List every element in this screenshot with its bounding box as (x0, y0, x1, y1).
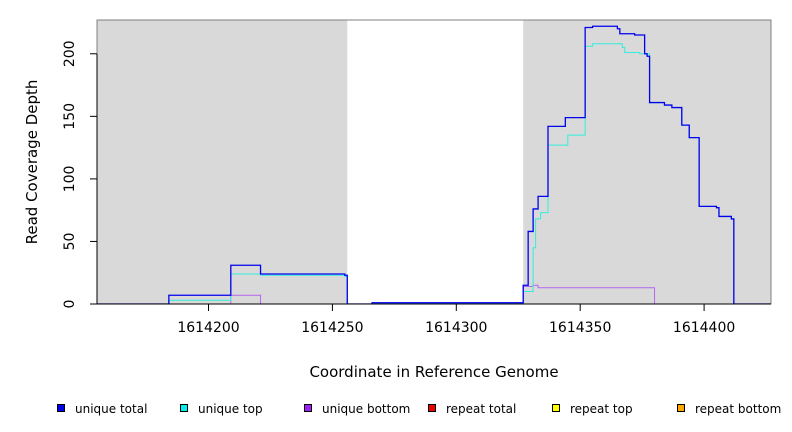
shaded-region-1 (523, 20, 771, 304)
series-unique-bottom (97, 284, 771, 304)
legend-label-repeat-bottom: repeat bottom (695, 402, 781, 416)
series-unique-total (97, 25, 771, 304)
x-tick-label: 1614300 (425, 320, 487, 336)
legend-swatch-unique-total (57, 404, 65, 412)
legend-swatch-unique-bottom (304, 404, 312, 412)
x-tick-label: 1614350 (549, 320, 611, 336)
x-tick-label: 1614400 (673, 320, 735, 336)
x-tick-label: 1614200 (177, 320, 239, 336)
x-axis: 1614200 1614250 1614300 1614350 1614400 (97, 303, 771, 336)
y-tick-label: 50 (62, 233, 78, 251)
y-tick-label: 150 (62, 103, 78, 130)
legend: unique total unique top unique bottom repea… (57, 402, 781, 416)
legend-swatch-repeat-bottom (677, 404, 685, 412)
series-lines (97, 25, 771, 304)
y-tick-label: 100 (62, 166, 78, 193)
legend-label-unique-bottom: unique bottom (322, 402, 410, 416)
y-axis: 0 50 100 150 200 (62, 40, 98, 309)
x-axis-title: Coordinate in Reference Genome (309, 363, 558, 381)
legend-label-repeat-total: repeat total (446, 402, 516, 416)
x-tick-label: 1614250 (301, 320, 363, 336)
legend-swatch-unique-top (180, 404, 188, 412)
shaded-region-0 (97, 20, 348, 304)
y-axis-title: Read Coverage Depth (23, 80, 41, 245)
legend-label-unique-total: unique total (75, 402, 147, 416)
legend-label-unique-top: unique top (198, 402, 263, 416)
legend-swatch-repeat-top (552, 404, 560, 412)
shaded-regions (97, 20, 771, 304)
legend-label-repeat-top: repeat top (570, 402, 633, 416)
legend-swatch-repeat-total (428, 404, 436, 412)
y-tick-label: 200 (62, 40, 78, 67)
y-tick-label: 0 (62, 300, 78, 309)
